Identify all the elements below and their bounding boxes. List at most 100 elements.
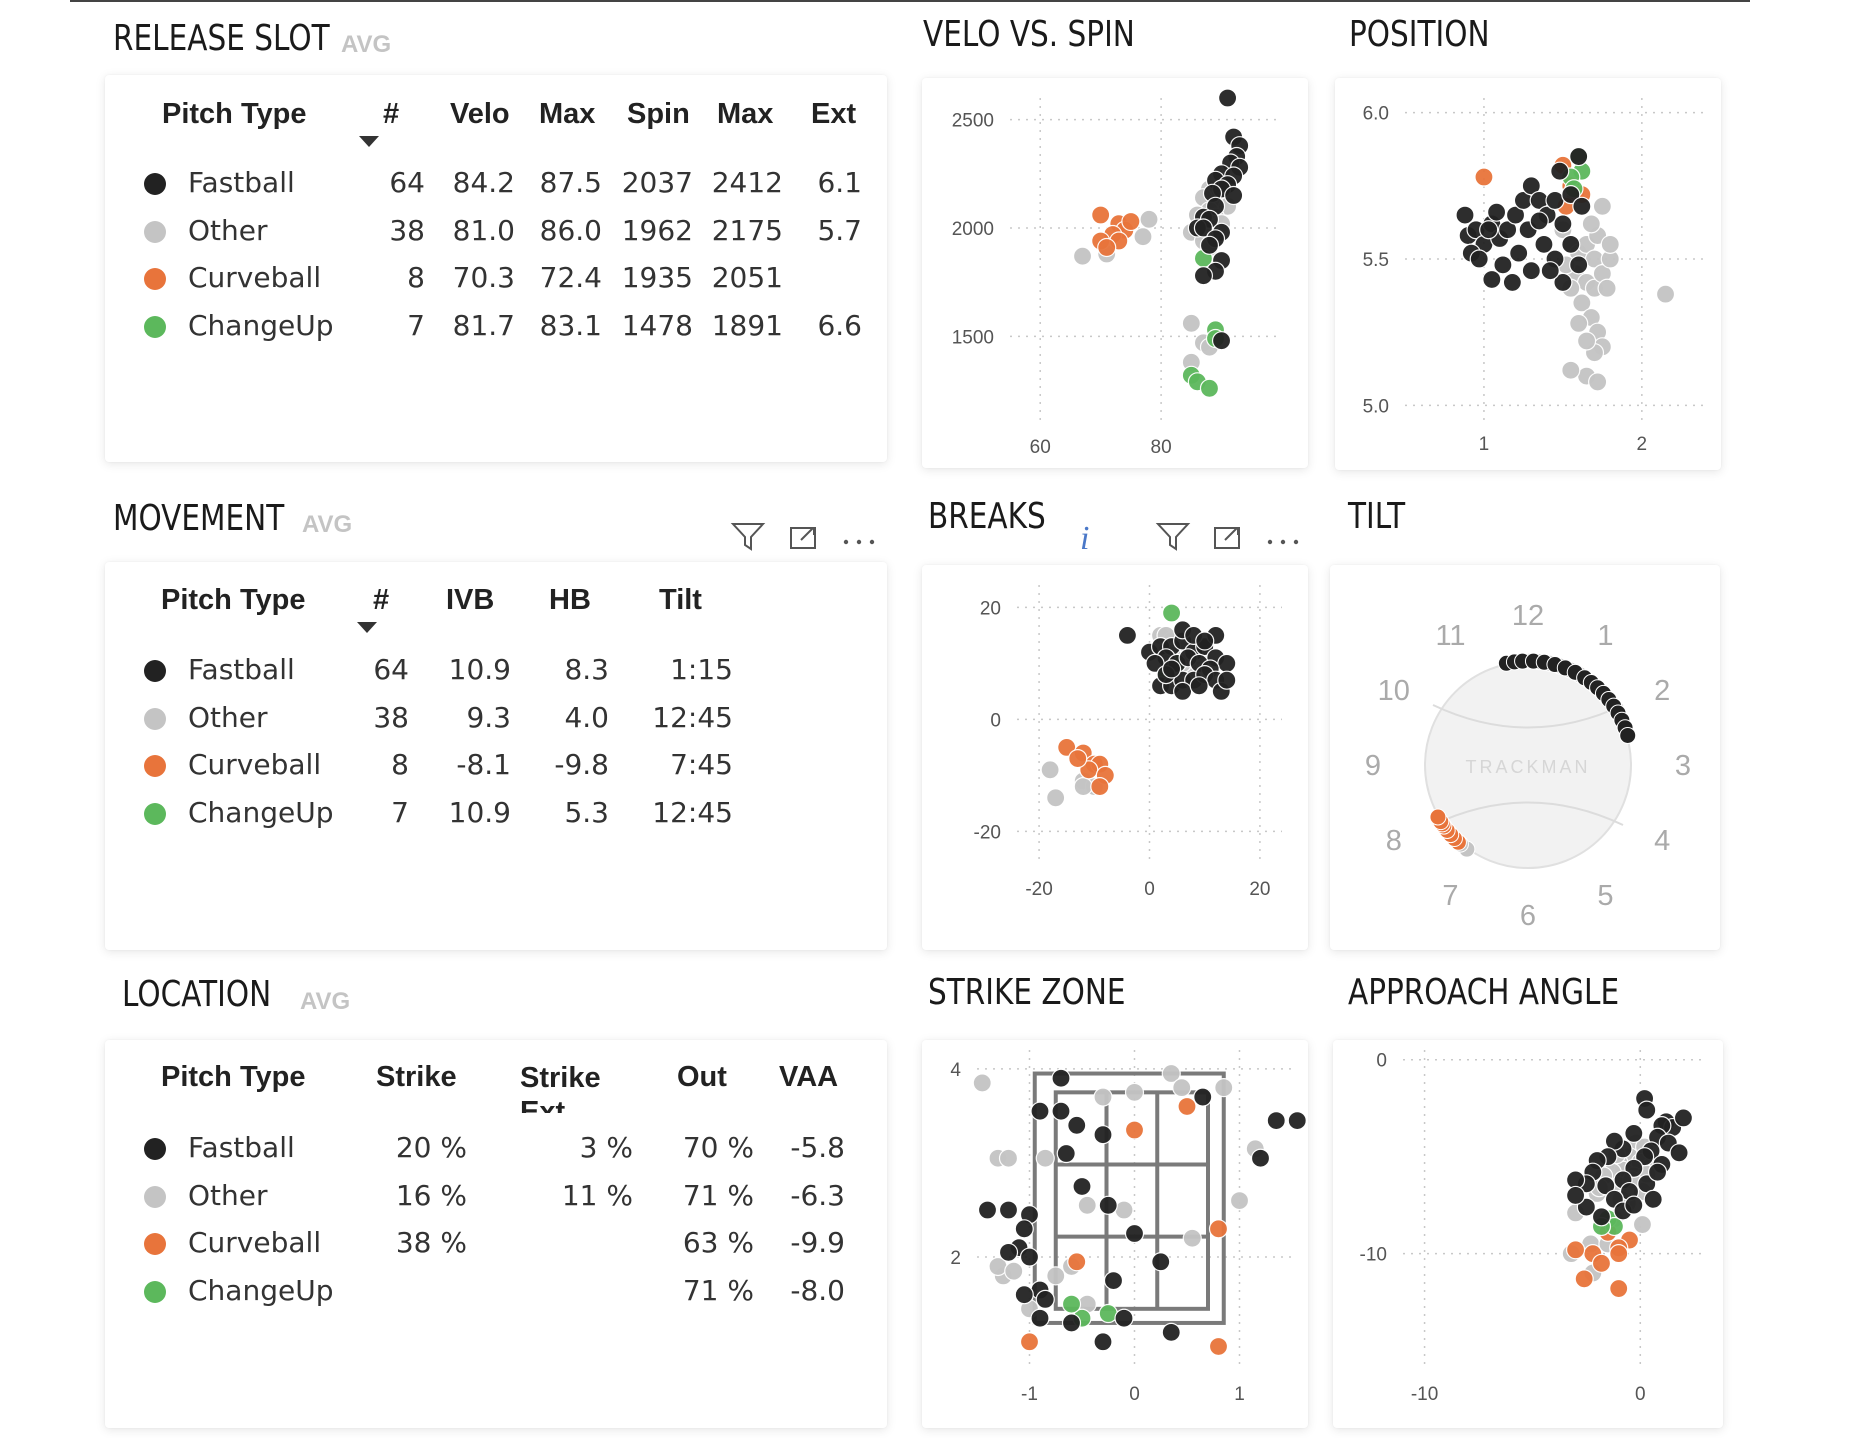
filter-icon[interactable] (730, 520, 766, 556)
data-point-other (1581, 214, 1601, 234)
data-point-curveball (1609, 1244, 1629, 1264)
release_slot-header-vmax[interactable]: Max (539, 98, 596, 130)
data-point-fastball (1103, 1270, 1124, 1291)
filter-icon[interactable] (1155, 520, 1191, 556)
more-options-icon[interactable] (1266, 532, 1300, 551)
data-point-other (1133, 227, 1153, 247)
movement-header-ivb[interactable]: IVB (446, 584, 495, 616)
sort-descending-icon[interactable] (357, 622, 377, 633)
clock-label: 9 (1365, 750, 1381, 782)
movement-header-name[interactable]: Pitch Type (161, 584, 306, 616)
location-cell-strike: 38 % (395, 1226, 467, 1259)
breaks-card: -20 0 20 -20 0 20 (922, 565, 1308, 950)
x-tick-label: 1 (1479, 434, 1490, 455)
release_slot-header-smax[interactable]: Max (717, 98, 774, 130)
release_slot-cell-name: Fastball (188, 166, 295, 199)
tilt-point-curveball (1429, 808, 1447, 826)
data-point-fastball (1455, 205, 1475, 225)
data-point-changeup (1199, 378, 1220, 398)
movement-cell-count: 38 (373, 700, 409, 734)
data-point-fastball (1173, 681, 1193, 702)
clock-label: 6 (1520, 900, 1536, 932)
data-point-fastball (998, 1242, 1019, 1262)
movement-header-tilt[interactable]: Tilt (659, 584, 702, 616)
movement-cell-count: 7 (391, 795, 409, 829)
data-point-curveball (1565, 1240, 1586, 1260)
release-slot-table-card (105, 75, 887, 462)
movement-header-hb[interactable]: HB (549, 584, 591, 616)
y-tick-label: 4 (950, 1060, 961, 1081)
data-point-fastball (1550, 161, 1570, 181)
data-point-curveball (1208, 1219, 1229, 1239)
data-point-fastball (1486, 202, 1507, 222)
data-point-fastball (1217, 653, 1237, 674)
movement-cell-ivb: -8.1 (456, 748, 511, 781)
data-point-fastball (1553, 272, 1573, 293)
release_slot-cell-spin: 1935 (621, 261, 693, 294)
release_slot-header-ext[interactable]: Ext (811, 98, 857, 130)
release_slot-cell-ext: 5.7 (817, 213, 862, 247)
movement-cell-name: Fastball (188, 653, 295, 686)
sort-descending-icon[interactable] (359, 136, 379, 147)
release_slot-cell-vmax: 86.0 (539, 213, 602, 247)
movement-avg-label: AVG (302, 511, 353, 538)
release_slot-cell-velo: 70.3 (452, 261, 515, 294)
release_slot-header-spin[interactable]: Spin (627, 98, 690, 130)
data-point-fastball (1114, 1308, 1134, 1328)
data-point-curveball (1121, 211, 1141, 232)
release-slot-title: RELEASE SLOT (113, 18, 330, 59)
release-slot-avg-label: AVG (341, 31, 392, 58)
data-point-fastball (1647, 1162, 1668, 1182)
y-tick-label: 2500 (952, 111, 994, 132)
release_slot-header-count[interactable]: # (383, 98, 400, 130)
x-tick-label: 0 (1129, 1384, 1140, 1405)
movement-cell-tilt: 12:45 (652, 795, 733, 829)
data-point-other (1004, 1261, 1024, 1281)
velo-spin-chart: 1500 2000 2500 60 80 (952, 88, 1282, 458)
location-header-strikeext[interactable]: Strike Ext (520, 1062, 601, 1113)
approach-angle-title: APPROACH ANGLE (1348, 972, 1620, 1013)
location-header-vaa[interactable]: VAA (779, 1061, 839, 1093)
movement-cell-hb: 8.3 (564, 653, 609, 686)
movement-cell-name: Other (188, 700, 268, 734)
data-point-fastball (1529, 211, 1549, 231)
location-cell-name: Curveball (188, 1226, 322, 1259)
movement-cell-hb: 4.0 (564, 700, 609, 734)
more-options-icon[interactable] (842, 532, 876, 551)
location-cell-vaa: -9.9 (790, 1226, 845, 1259)
movement-cell-count: 8 (391, 748, 409, 781)
y-tick-label: 2000 (952, 219, 994, 240)
focus-mode-icon[interactable] (788, 522, 820, 556)
data-point-curveball (1019, 1332, 1040, 1352)
breaks-title: BREAKS (928, 496, 1046, 537)
info-icon[interactable]: i (1080, 520, 1090, 557)
data-point-fastball (1224, 185, 1244, 206)
y-tick-label: 2 (950, 1248, 961, 1269)
location-avg-label: AVG (300, 988, 351, 1015)
data-point-other (1161, 1063, 1181, 1084)
release_slot-cell-count: 38 (389, 213, 425, 247)
location-header-strike[interactable]: Strike (376, 1061, 457, 1093)
movement-header-count[interactable]: # (373, 584, 390, 616)
location-header-name[interactable]: Pitch Type (161, 1061, 306, 1093)
tilt-title: TILT (1348, 496, 1406, 537)
x-tick-label: -1 (1021, 1384, 1038, 1405)
data-point-other (1139, 209, 1159, 229)
data-point-fastball (1211, 331, 1232, 351)
release_slot-cell-vmax: 83.1 (539, 308, 602, 342)
data-point-other (1214, 1078, 1234, 1098)
release_slot-header-name[interactable]: Pitch Type (162, 98, 307, 130)
x-tick-label: 1 (1234, 1384, 1245, 1405)
x-tick-label: 0 (1635, 1384, 1646, 1405)
release_slot-header-velo[interactable]: Velo (450, 98, 510, 130)
release_slot-cell-velo: 81.7 (452, 308, 515, 342)
data-point-fastball (1218, 88, 1238, 108)
breaks-chart: -20 0 20 -20 0 20 (974, 585, 1282, 900)
data-point-fastball (1669, 1143, 1689, 1163)
location-header-out[interactable]: Out (677, 1061, 727, 1093)
focus-mode-icon[interactable] (1212, 522, 1244, 556)
data-point-fastball (1540, 261, 1560, 281)
location-cell-vaa: -6.3 (790, 1178, 845, 1212)
data-point-fastball (1014, 1285, 1034, 1305)
